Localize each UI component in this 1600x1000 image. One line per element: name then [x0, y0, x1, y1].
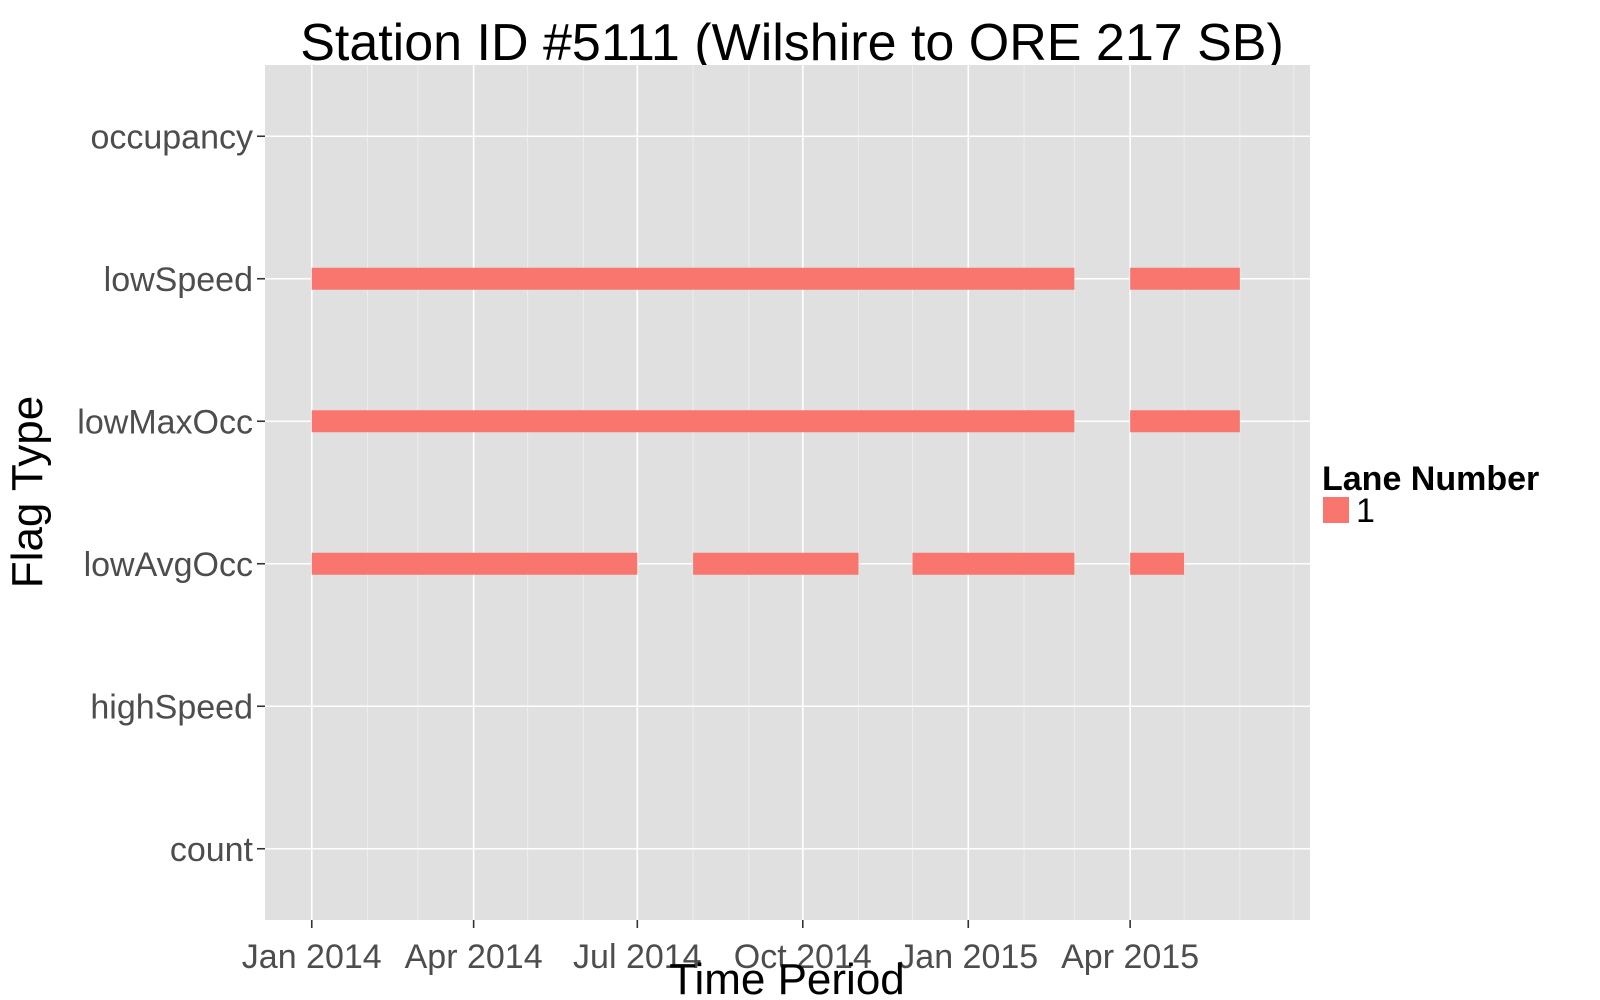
y-axis: occupancy lowSpeed lowMaxOcc lowAvgOcc highS… — [77, 118, 265, 869]
legend-key — [1321, 495, 1351, 525]
chart-title: Station ID #5111 (Wilshire to ORE 217 SB… — [300, 14, 1284, 72]
legend-title: Lane Number — [1322, 460, 1539, 498]
x-tick-label: Oct 2014 — [734, 938, 872, 976]
flag-segment-lowAvgOcc — [311, 552, 638, 575]
plot-panel — [265, 65, 1310, 920]
flag-segment-lowAvgOcc — [912, 552, 1075, 575]
flag-segment-lowAvgOcc — [693, 552, 859, 575]
x-tick-label: Apr 2015 — [1061, 938, 1199, 976]
minor-grid — [367, 65, 1295, 920]
y-tick-label: lowAvgOcc — [84, 546, 253, 584]
x-tick-label: Apr 2014 — [405, 938, 543, 976]
legend-label: 1 — [1356, 492, 1375, 530]
flag-segment-lowSpeed — [311, 267, 1075, 290]
flag-segment-lowSpeed — [1130, 267, 1240, 290]
flag-segment-lowMaxOcc — [311, 410, 1075, 433]
flag-segment-lowAvgOcc — [1130, 552, 1185, 575]
y-tick-label: lowSpeed — [104, 261, 253, 299]
x-tick-label: Jan 2015 — [898, 938, 1038, 976]
x-axis: Jan 2014 Apr 2014 Jul 2014 Oct 2014 Jan 2015… — [242, 920, 1199, 976]
legend: Lane Number 1 — [1321, 460, 1539, 530]
x-axis-title: Time Period — [669, 955, 905, 1000]
y-tick-label: occupancy — [90, 118, 253, 156]
y-tick-label: lowMaxOcc — [77, 403, 253, 441]
x-tick-label: Jul 2014 — [573, 938, 702, 976]
flag-segment-lowMaxOcc — [1130, 410, 1240, 433]
x-tick-label: Jan 2014 — [242, 938, 382, 976]
y-tick-label: count — [170, 831, 254, 869]
flag-segments — [311, 267, 1240, 575]
y-axis-title: Flag Type — [3, 396, 52, 588]
y-tick-label: highSpeed — [90, 688, 253, 726]
